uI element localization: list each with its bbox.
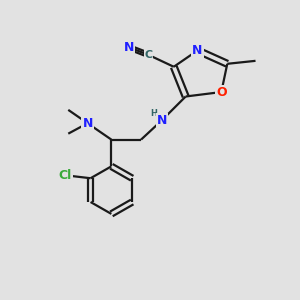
Text: N: N xyxy=(192,44,203,57)
Text: Cl: Cl xyxy=(59,169,72,182)
Text: H: H xyxy=(151,109,158,118)
Text: N: N xyxy=(82,117,93,130)
Text: N: N xyxy=(124,41,134,54)
Text: N: N xyxy=(157,114,167,127)
Text: O: O xyxy=(216,85,226,98)
Text: C: C xyxy=(145,50,153,60)
